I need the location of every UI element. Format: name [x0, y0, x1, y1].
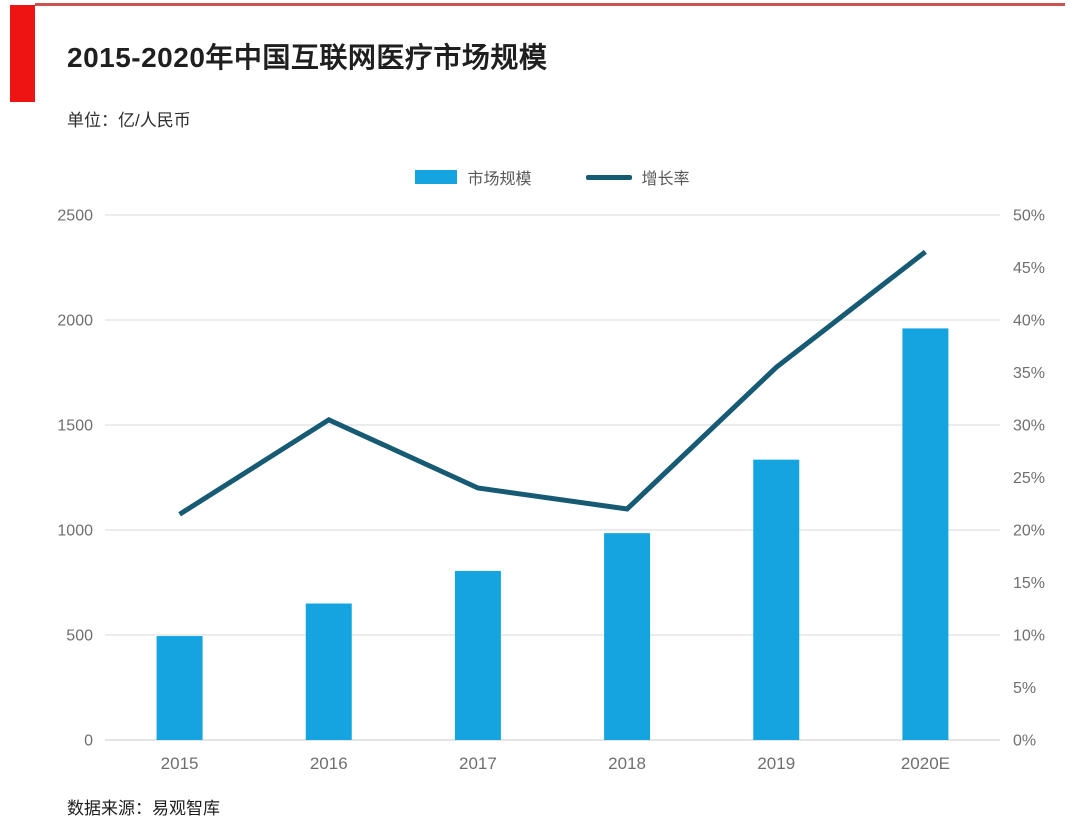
x-axis-label-2015: 2015: [161, 754, 199, 773]
red-top-rule: [35, 3, 1065, 6]
y-axis-left-tick: 500: [66, 628, 93, 645]
unit-label: 单位：亿/人民币: [67, 111, 191, 130]
bar-2020E: [902, 328, 949, 740]
y-axis-left-tick: 2500: [57, 208, 93, 225]
bar-2018: [604, 533, 651, 740]
x-axis-label-2020E: 2020E: [901, 754, 950, 773]
legend-label: 增长率: [641, 171, 690, 188]
page-title: 2015-2020年中国互联网医疗市场规模: [67, 42, 548, 73]
y-axis-right-tick: 15%: [1013, 575, 1045, 592]
y-axis-left-tick: 1500: [57, 418, 93, 435]
chart-legend: 市场规模 增长率: [105, 163, 1000, 191]
bar-swatch-icon: [415, 170, 458, 184]
y-axis-right-tick: 40%: [1013, 313, 1045, 330]
legend-item-market-size: 市场规模: [415, 165, 532, 189]
x-axis-label-2018: 2018: [608, 754, 646, 773]
bar-2016: [305, 603, 352, 740]
x-axis-label-2019: 2019: [757, 754, 795, 773]
y-axis-right-tick: 0%: [1013, 733, 1036, 750]
y-axis-right-tick: 5%: [1013, 680, 1036, 697]
y-axis-right-tick: 30%: [1013, 418, 1045, 435]
legend-item-growth-rate: 增长率: [585, 165, 690, 189]
red-accent-block: [10, 5, 35, 102]
bar-2015: [156, 636, 203, 740]
legend-label: 市场规模: [467, 171, 532, 188]
y-axis-right-tick: 25%: [1013, 470, 1045, 487]
bar-2019: [753, 459, 800, 740]
bar-2017: [454, 570, 501, 740]
x-axis-label-2016: 2016: [310, 754, 348, 773]
y-axis-right-tick: 10%: [1013, 628, 1045, 645]
y-axis-right-tick: 35%: [1013, 365, 1045, 382]
y-axis-left-tick: 0: [84, 733, 93, 750]
y-axis-right-tick: 45%: [1013, 260, 1045, 277]
y-axis-left-tick: 2000: [57, 313, 93, 330]
data-source: 数据来源：易观智库: [67, 799, 220, 818]
growth-rate-line: [178, 249, 927, 517]
line-swatch-icon: [585, 174, 632, 180]
y-axis-right-tick: 50%: [1013, 208, 1045, 225]
x-axis-label-2017: 2017: [459, 754, 497, 773]
y-axis-left-tick: 1000: [57, 523, 93, 540]
y-axis-right-tick: 20%: [1013, 523, 1045, 540]
